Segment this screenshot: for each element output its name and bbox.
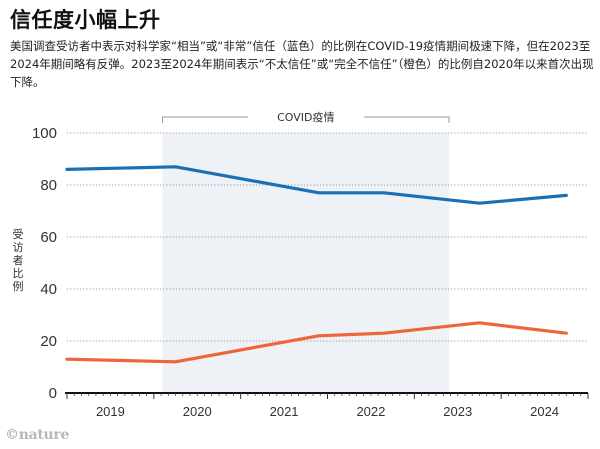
covid-bracket-right — [363, 116, 450, 123]
chart-title: 信任度小幅上升 — [10, 8, 161, 32]
y-axis-label-char: 受 — [12, 228, 24, 241]
x-tick-label: 2020 — [183, 404, 212, 419]
y-axis-label-char: 者 — [12, 254, 24, 267]
y-tick-label: 60 — [40, 229, 57, 246]
y-tick-label: 100 — [32, 125, 57, 142]
y-axis-label-char: 例 — [12, 280, 24, 293]
y-axis-label-char: 比 — [12, 267, 24, 280]
x-tick-label: 2022 — [356, 404, 385, 419]
covid-bracket-left — [162, 116, 248, 123]
nature-credit: ©nature — [5, 427, 70, 443]
y-axis-label-char: 访 — [12, 241, 24, 254]
trust-series-line — [65, 165, 568, 205]
y-tick-label: 40 — [40, 281, 57, 298]
y-tick-label: 20 — [40, 333, 57, 350]
covid-label: COVID疫情 — [277, 110, 334, 124]
chart-subtitle: 美国调查受访者中表示对科学家“相当”或“非常”信任（蓝色）的比例在COVID-1… — [10, 39, 594, 89]
y-tick-label: 80 — [40, 177, 57, 194]
x-tick-label: 2024 — [530, 404, 559, 419]
distrust-series-line — [65, 321, 568, 364]
x-tick-label: 2021 — [270, 404, 299, 419]
x-tick-label: 2019 — [96, 404, 125, 419]
covid-shaded-region — [162, 133, 450, 393]
y-axis-label: 受访者比例 — [11, 228, 25, 293]
x-tick-label: 2023 — [443, 404, 472, 419]
y-tick-label: 0 — [49, 385, 57, 402]
